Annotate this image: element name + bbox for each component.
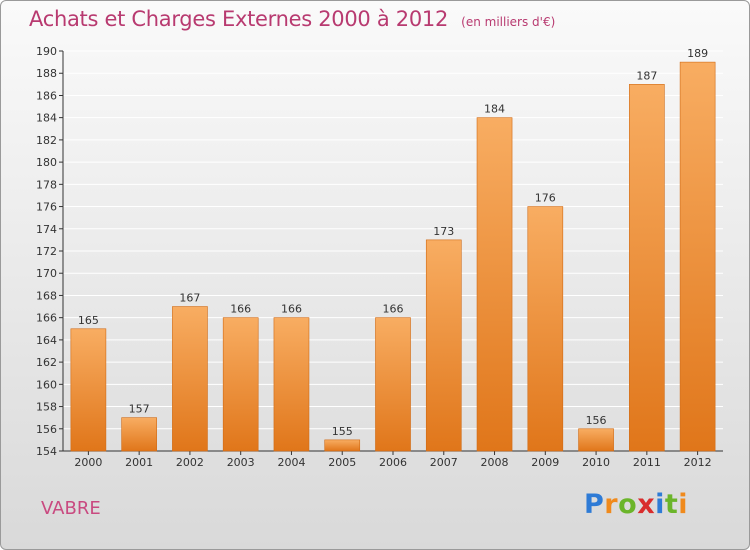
bar <box>679 61 716 452</box>
y-tick-label: 184 <box>36 112 57 125</box>
x-tick-label: 2003 <box>227 456 255 469</box>
data-label: 166 <box>230 303 251 316</box>
x-tick-label: 2006 <box>379 456 407 469</box>
bars <box>70 61 716 452</box>
data-label: 157 <box>129 403 150 416</box>
x-tick-label: 2004 <box>277 456 305 469</box>
x-tick-label: 2009 <box>531 456 559 469</box>
y-tick-label: 160 <box>36 378 57 391</box>
y-tick-label: 168 <box>36 289 57 302</box>
chart-title: Achats et Charges Externes 2000 à 2012 <box>29 7 449 31</box>
data-label: 173 <box>433 225 454 238</box>
bar <box>629 84 665 452</box>
y-tick-label: 158 <box>36 401 57 414</box>
logo-letter: o <box>618 489 638 520</box>
bar <box>121 417 157 452</box>
y-tick-label: 178 <box>36 178 57 191</box>
logo-letter: P <box>584 489 605 520</box>
y-tick-label: 154 <box>36 445 57 458</box>
logo-letter: i <box>678 489 689 520</box>
chart-subtitle: (en milliers d'€) <box>461 15 556 29</box>
data-label: 156 <box>586 414 607 427</box>
x-tick-label: 2012 <box>684 456 712 469</box>
y-tick-label: 174 <box>36 223 57 236</box>
y-tick-label: 172 <box>36 245 57 258</box>
y-tick-label: 180 <box>36 156 57 169</box>
y-tick-label: 164 <box>36 334 57 347</box>
bar <box>527 206 564 452</box>
y-tick-label: 188 <box>36 67 57 80</box>
data-label: 184 <box>484 103 505 116</box>
bar <box>578 428 614 452</box>
data-label: 155 <box>332 425 353 438</box>
x-tick-label: 2002 <box>176 456 204 469</box>
data-label: 166 <box>281 303 302 316</box>
chart-title-row: Achats et Charges Externes 2000 à 2012 (… <box>29 7 555 31</box>
y-tick-label: 176 <box>36 201 57 214</box>
data-label: 189 <box>687 47 708 60</box>
logo-letter: x <box>637 489 656 520</box>
data-label: 167 <box>179 292 200 305</box>
bar <box>425 239 462 452</box>
y-tick-label: 170 <box>36 267 57 280</box>
y-tick-label: 182 <box>36 134 57 147</box>
bar <box>324 439 361 452</box>
x-tick-label: 2010 <box>582 456 610 469</box>
bar <box>222 317 259 452</box>
logo-letter: i <box>655 489 665 520</box>
logo-letter: t <box>664 489 679 520</box>
proxiti-logo: Proxiti <box>584 489 688 520</box>
bar <box>172 306 208 452</box>
data-label: 166 <box>383 303 404 316</box>
labels: 154 156 158 160 162 164 166 168 170 172 174 176 178 1… <box>36 45 712 469</box>
x-tick-label: 2001 <box>125 456 153 469</box>
data-label: 176 <box>535 192 556 205</box>
x-tick-label: 2011 <box>633 456 661 469</box>
bar <box>375 317 411 452</box>
bar <box>273 317 310 452</box>
bar <box>476 117 513 452</box>
y-tick-label: 162 <box>36 356 57 369</box>
x-tick-label: 2000 <box>74 456 102 469</box>
bar <box>70 328 107 452</box>
logo-letter: r <box>604 489 619 520</box>
data-label: 187 <box>636 69 657 82</box>
x-tick-label: 2008 <box>481 456 509 469</box>
place-name: VABRE <box>41 498 101 519</box>
x-tick-label: 2007 <box>430 456 458 469</box>
y-tick-label: 190 <box>36 45 57 58</box>
data-label: 165 <box>78 314 99 327</box>
y-tick-label: 166 <box>36 312 57 325</box>
y-tick-label: 186 <box>36 89 57 102</box>
x-tick-label: 2005 <box>328 456 356 469</box>
y-tick-label: 156 <box>36 423 57 436</box>
